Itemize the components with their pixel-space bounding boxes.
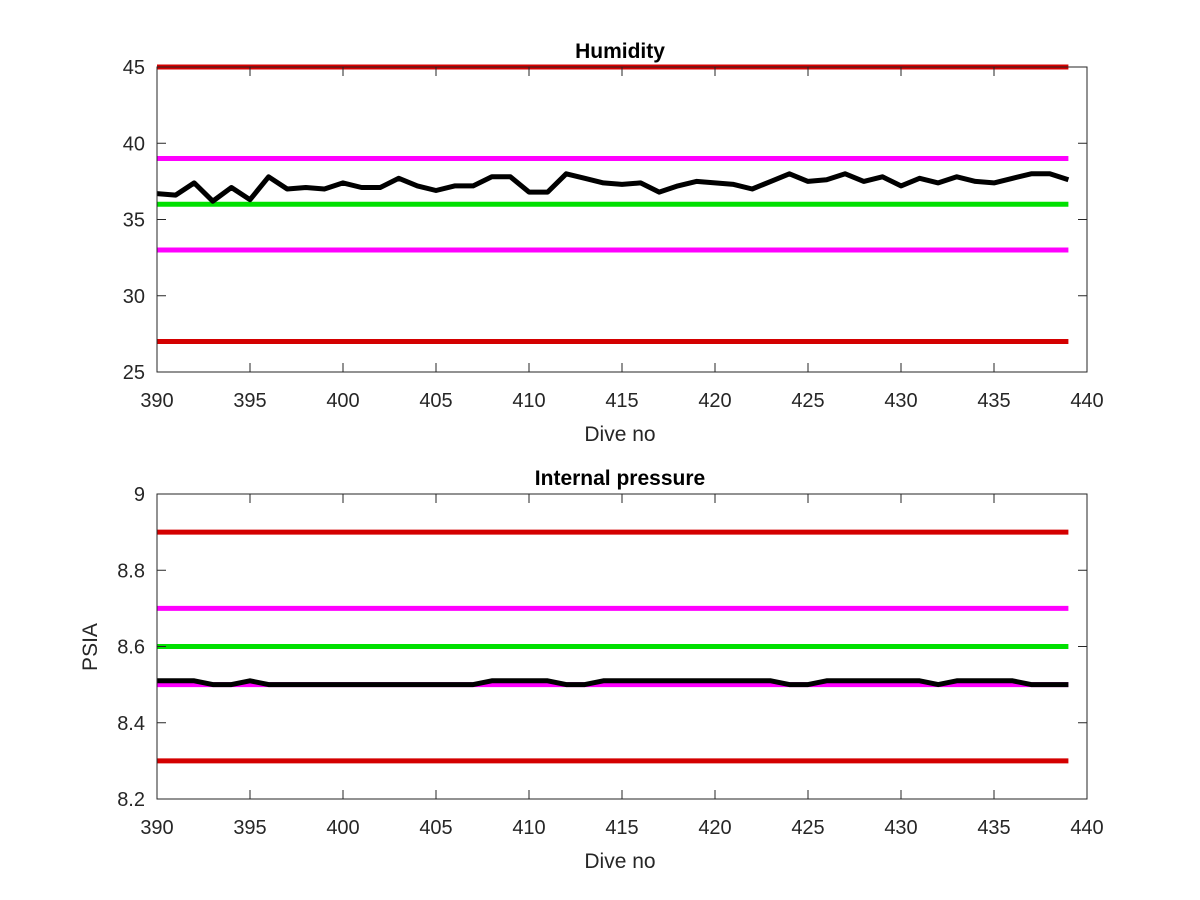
- humidity-x-tick-label: 425: [791, 390, 824, 412]
- internal-pressure-y-tick-label: 8.2: [117, 789, 145, 811]
- humidity-x-tick-label: 395: [233, 390, 266, 412]
- internal-pressure-x-tick-label: 420: [698, 817, 731, 839]
- internal-pressure-y-tick-label: 9: [134, 484, 145, 506]
- internal-pressure-y-axis-label: PSIA: [79, 623, 102, 671]
- internal-pressure-x-tick-label: 430: [884, 817, 917, 839]
- internal-pressure-x-tick-label: 395: [233, 817, 266, 839]
- humidity-x-tick-label: 440: [1070, 390, 1103, 412]
- internal-pressure-x-axis-label: Dive no: [584, 850, 655, 873]
- internal-pressure-y-tick-label: 8.4: [117, 713, 145, 735]
- humidity-x-tick-label: 405: [419, 390, 452, 412]
- internal-pressure-title: Internal pressure: [535, 467, 705, 490]
- humidity-data-series-0: [156, 171, 1070, 204]
- internal-pressure-x-tick-label: 415: [605, 817, 638, 839]
- humidity-x-axis-label: Dive no: [584, 423, 655, 446]
- humidity-y-tick-label: 35: [123, 210, 145, 232]
- internal-pressure-x-tick-label: 440: [1070, 817, 1103, 839]
- humidity-y-tick-label: 40: [123, 133, 145, 155]
- internal-pressure-x-tick-label: 390: [140, 817, 173, 839]
- internal-pressure-x-tick-label: 400: [326, 817, 359, 839]
- humidity-x-tick-label: 400: [326, 390, 359, 412]
- humidity-axes-frame: [156, 66, 1088, 373]
- internal-pressure-x-tick-label: 410: [512, 817, 545, 839]
- internal-pressure-y-tick-label: 8.8: [117, 560, 145, 582]
- humidity-y-tick-label: 45: [123, 57, 145, 79]
- humidity-plot: Humidity Dive no 390 395 400 405 410 415 420 42…: [123, 40, 1104, 446]
- internal-pressure-plot: Internal pressure Dive no PSIA 390 395 400…: [79, 467, 1104, 873]
- humidity-x-tick-label: 410: [512, 390, 545, 412]
- internal-pressure-x-tick-label: 405: [419, 817, 452, 839]
- humidity-y-tick-label: 25: [123, 362, 145, 384]
- humidity-x-tick-label: 420: [698, 390, 731, 412]
- internal-pressure-y-tick-label: 8.6: [117, 637, 145, 659]
- humidity-x-tick-label: 435: [977, 390, 1010, 412]
- humidity-title: Humidity: [575, 40, 665, 63]
- humidity-x-tick-label: 390: [140, 390, 173, 412]
- humidity-x-tick-label: 430: [884, 390, 917, 412]
- humidity-x-tick-label: 415: [605, 390, 638, 412]
- humidity-y-tick-label: 30: [123, 286, 145, 308]
- internal-pressure-x-tick-label: 425: [791, 817, 824, 839]
- internal-pressure-data-series-0: [157, 678, 1069, 688]
- internal-pressure-x-tick-label: 435: [977, 817, 1010, 839]
